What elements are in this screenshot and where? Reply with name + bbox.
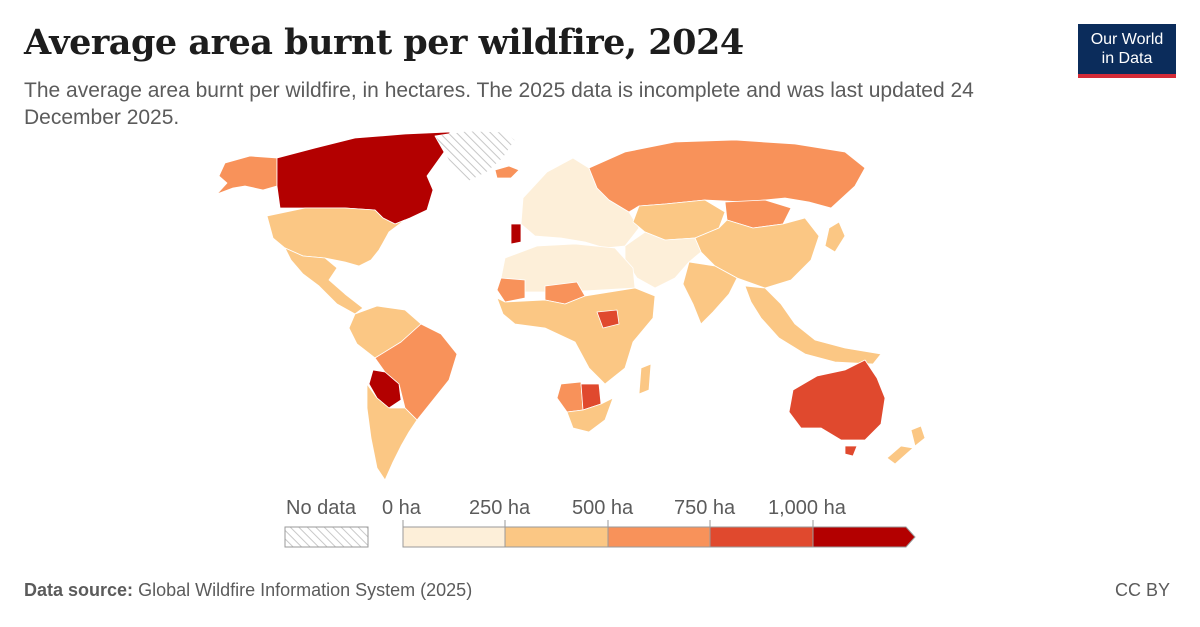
data-source-label: Data source: <box>24 580 134 600</box>
license-label[interactable]: CC BY <box>1114 580 1170 600</box>
legend-bin-2 <box>607 526 711 548</box>
region-argentina[interactable] <box>366 383 418 481</box>
legend-tick-750: 750 ha <box>674 497 736 519</box>
region-portugal[interactable] <box>510 223 522 245</box>
region-south-africa[interactable] <box>566 397 614 433</box>
region-alaska[interactable] <box>216 155 278 195</box>
logo-line-1: Our World <box>1090 31 1164 48</box>
region-russia[interactable] <box>588 139 866 213</box>
owid-logo[interactable]: Our World in Data <box>1078 24 1176 78</box>
data-source[interactable]: Data source: Global Wildfire Information… <box>24 580 472 601</box>
legend-tick-0: 0 ha <box>382 497 421 519</box>
region-europe[interactable] <box>520 157 640 249</box>
region-india[interactable] <box>682 261 738 325</box>
region-tasmania[interactable] <box>844 445 858 457</box>
region-japan[interactable] <box>824 221 846 253</box>
legend-bin-1 <box>504 526 609 548</box>
region-australia[interactable] <box>788 359 886 441</box>
logo-line-2: in Data <box>1101 50 1153 67</box>
region-namibia[interactable] <box>556 381 584 413</box>
legend-no-data-label: No data <box>286 497 357 519</box>
chart-title: Average area burnt per wildfire, 2024 <box>24 22 744 63</box>
region-central-africa[interactable] <box>496 287 656 385</box>
legend-no-data-swatch <box>284 526 369 548</box>
region-southeast-asia[interactable] <box>744 285 882 365</box>
region-new-zealand[interactable] <box>886 425 926 465</box>
legend-bin-4 <box>812 526 916 548</box>
legend-tick-500: 500 ha <box>572 497 634 519</box>
legend-bin-0 <box>402 526 506 548</box>
data-source-text: Global Wildfire Information System (2025… <box>138 580 473 600</box>
region-mauritania[interactable] <box>496 277 526 303</box>
region-mexico[interactable] <box>284 247 364 315</box>
region-iceland[interactable] <box>494 165 520 179</box>
region-south-sudan[interactable] <box>596 309 620 329</box>
world-map <box>216 130 926 481</box>
legend-bin-3 <box>709 526 814 548</box>
legend-tick-250: 250 ha <box>469 497 531 519</box>
region-madagascar[interactable] <box>638 363 652 395</box>
legend-tick-1000: 1,000 ha <box>768 497 846 519</box>
region-greenland[interactable] <box>434 130 516 183</box>
chart-subtitle: The average area burnt per wildfire, in … <box>24 79 974 129</box>
region-bolivia[interactable] <box>368 369 402 409</box>
